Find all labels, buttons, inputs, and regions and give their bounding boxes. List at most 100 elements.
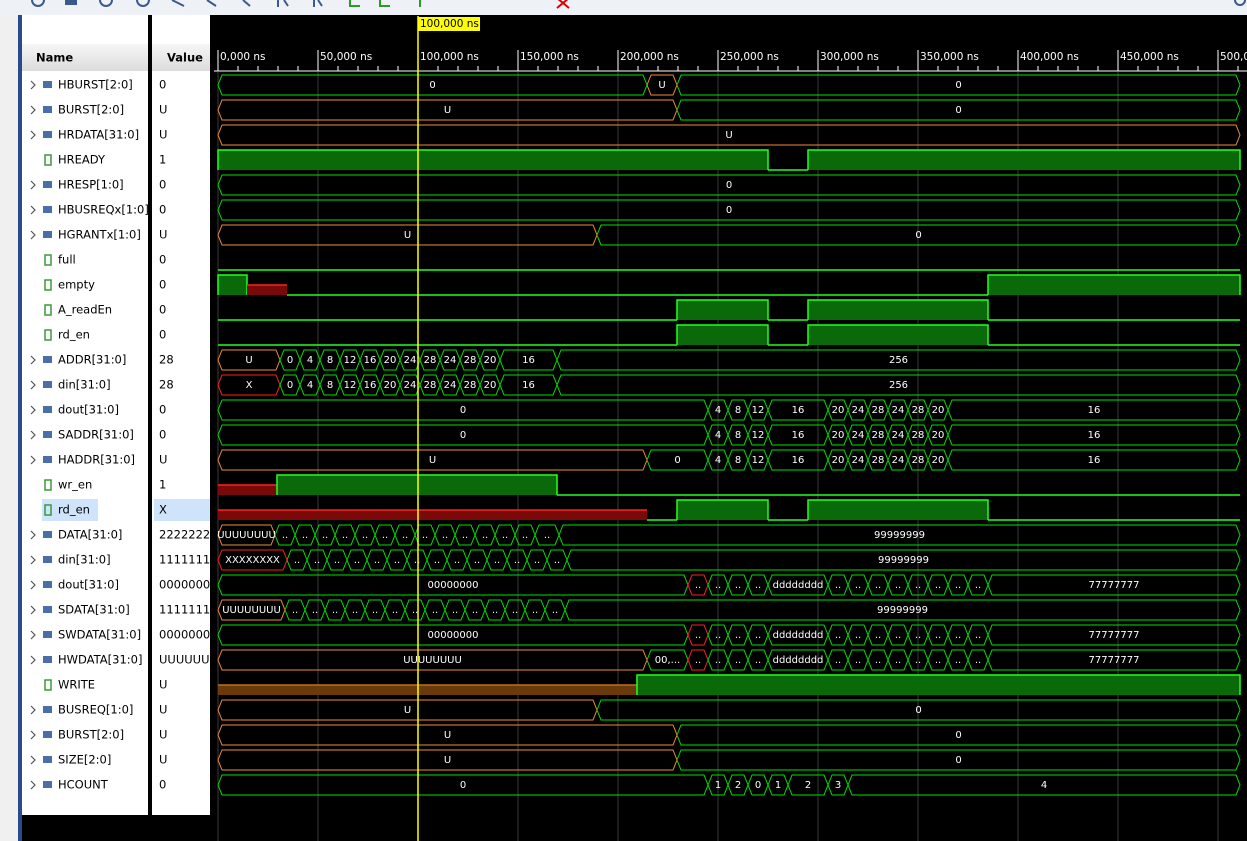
high-level: [637, 675, 1240, 695]
bus-value: U: [429, 455, 436, 466]
expand-arrow: [30, 105, 36, 115]
bus-value: UUUUUUUU: [222, 605, 281, 616]
expand-arrow: [30, 380, 36, 390]
bus-value: ..: [512, 605, 518, 616]
bit-icon: [44, 304, 52, 316]
expand-arrow: [30, 580, 36, 590]
bus-value: 24: [404, 355, 417, 366]
signal-value: 0: [159, 203, 166, 217]
bus-value: ..: [442, 530, 448, 541]
signal-value: U: [159, 753, 167, 767]
signal-name: HREADY: [58, 153, 106, 167]
wave-area: 0,000 ns 50,000 ns 100,000 ns 150,000 ns 200…: [217, 16, 1247, 841]
signal-value: 0: [159, 428, 166, 442]
expand-arrow: [30, 730, 36, 740]
bus-segment: [558, 524, 1241, 546]
bus-value: 2: [735, 780, 741, 791]
time-tick-label: 200,000 ns: [620, 51, 679, 63]
bus-value: ..: [454, 555, 460, 566]
bus-segment: [987, 649, 1241, 671]
bus-value: ..: [544, 530, 550, 541]
high-level: [808, 300, 988, 320]
bus-value: ..: [552, 605, 558, 616]
bus-value: ..: [755, 580, 761, 591]
expand-arrow: [30, 230, 36, 240]
bus-value: 8: [735, 405, 741, 416]
bus-value: 0: [287, 380, 293, 391]
bus-segment: [596, 224, 1241, 246]
value-header: Value: [167, 51, 203, 65]
signal-name: BURST[2:0]: [58, 103, 124, 117]
high-level: [808, 500, 988, 520]
bus-segment: [676, 74, 1241, 96]
signal-value: 0: [159, 403, 166, 417]
bus-value: 00,...: [655, 655, 680, 666]
bus-value: 20: [484, 380, 497, 391]
bus-value: ..: [394, 555, 400, 566]
bus-value: ..: [855, 630, 861, 641]
bus-value: 256: [889, 380, 908, 391]
signal-value: U: [159, 453, 167, 467]
high-edge: [636, 674, 1241, 695]
high-edge: [987, 274, 1241, 295]
signal-value: UUUUUUUU: [159, 653, 226, 667]
signal-value: U: [159, 128, 167, 142]
signal-name: din[31:0]: [58, 378, 111, 392]
bus-value: ..: [695, 655, 701, 666]
signal-value: U: [159, 103, 167, 117]
time-tick-label: 400,000 ns: [1020, 51, 1079, 63]
expand-arrow: [30, 705, 36, 715]
bus-value: ..: [294, 555, 300, 566]
bus-value: ..: [855, 655, 861, 666]
bus-value: ..: [835, 630, 841, 641]
signal-name: HRESP[1:0]: [58, 178, 124, 192]
expand-arrow: [30, 205, 36, 215]
bus-icon: [43, 181, 52, 188]
bus-value: ..: [522, 530, 528, 541]
bus-value: 4: [715, 455, 721, 466]
bus-value: 16: [364, 380, 377, 391]
bus-value: 28: [424, 380, 437, 391]
bus-value: 28: [424, 355, 437, 366]
signal-name: din[31:0]: [58, 553, 111, 567]
bus-value: ..: [432, 605, 438, 616]
bus-icon: [43, 706, 52, 713]
bus-value: 24: [404, 380, 417, 391]
bus-value: 0: [955, 80, 961, 91]
bus-value: U: [245, 355, 252, 366]
time-tick-label: 300,000 ns: [820, 51, 879, 63]
high-edge: [807, 499, 989, 520]
bus-value: ..: [322, 530, 328, 541]
bus-icon: [43, 406, 52, 413]
bus-segment: [676, 724, 1241, 746]
time-tick-label: 150,000 ns: [520, 51, 579, 63]
bus-icon: [43, 431, 52, 438]
bus-value: ..: [302, 530, 308, 541]
signal-name: BUSREQ[1:0]: [58, 703, 133, 717]
bus-value: 77777777: [1089, 655, 1140, 666]
toolbar-icons[interactable]: [31, 0, 1246, 9]
signal-value: U: [159, 728, 167, 742]
signal-value: U: [159, 703, 167, 717]
bus-value: 0: [287, 355, 293, 366]
bus-value: ..: [735, 630, 741, 641]
bus-icon: [43, 731, 52, 738]
bus-value: 0: [726, 205, 732, 216]
signal-name: dout[31:0]: [58, 403, 119, 417]
signal-name: SIZE[2:0]: [58, 753, 111, 767]
expand-arrow: [30, 630, 36, 640]
signal-value: 11111111: [159, 553, 218, 567]
signal-name: wr_en: [58, 478, 92, 492]
bus-value: ..: [382, 530, 388, 541]
expand-arrow: [30, 130, 36, 140]
bus-value: ..: [955, 630, 961, 641]
bus-value: 77777777: [1089, 580, 1140, 591]
bus-value: ..: [835, 580, 841, 591]
expand-arrow: [30, 555, 36, 565]
bus-value: UUUUUUUU: [403, 655, 462, 666]
signal-value: 28: [159, 353, 174, 367]
bus-value: ..: [975, 630, 981, 641]
bus-value: U: [444, 105, 451, 116]
bus-value: ..: [955, 655, 961, 666]
bit-icon: [44, 154, 52, 166]
